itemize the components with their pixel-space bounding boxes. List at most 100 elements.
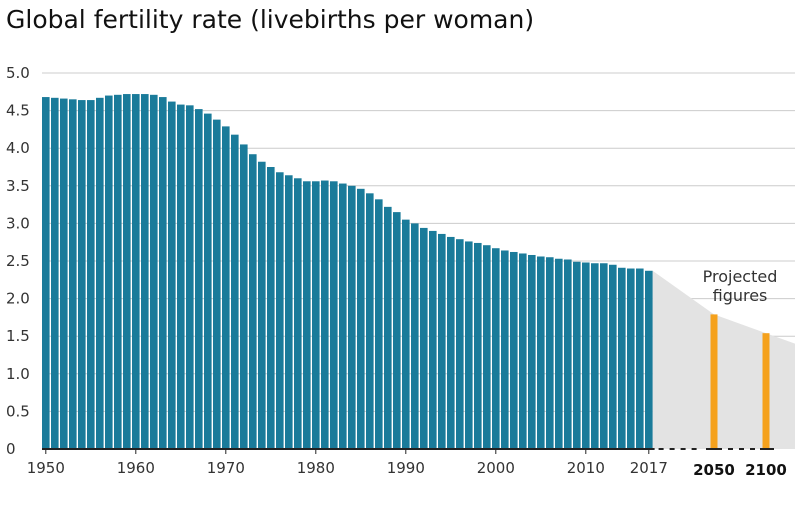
bar-2005 bbox=[537, 256, 545, 449]
bar-2002 bbox=[510, 251, 518, 449]
bar-1989 bbox=[393, 212, 401, 449]
bar-2007 bbox=[555, 258, 563, 449]
bar-2013 bbox=[609, 264, 617, 449]
bar-1963 bbox=[159, 97, 167, 450]
bar-1968 bbox=[204, 113, 212, 449]
bar-1982 bbox=[330, 181, 338, 449]
bar-1974 bbox=[258, 161, 266, 449]
bar-2014 bbox=[618, 267, 626, 449]
y-tick-label: 3.0 bbox=[6, 214, 30, 232]
bar-1964 bbox=[168, 101, 176, 450]
bar-2008 bbox=[564, 259, 572, 449]
bar-1967 bbox=[195, 109, 203, 449]
bar-1975 bbox=[267, 167, 275, 449]
bar-1955 bbox=[87, 100, 95, 450]
bar-1993 bbox=[429, 230, 437, 449]
bar-2003 bbox=[519, 253, 527, 449]
bar-1972 bbox=[240, 144, 248, 449]
x-tick-label: 2010 bbox=[567, 459, 605, 477]
bar-1979 bbox=[303, 181, 311, 449]
bar-2015 bbox=[627, 268, 635, 449]
y-tick-label: 4.5 bbox=[6, 102, 30, 120]
bar-1954 bbox=[78, 100, 86, 450]
projected-bar-2050 bbox=[710, 314, 718, 449]
bar-1958 bbox=[114, 94, 122, 450]
bar-2006 bbox=[546, 257, 554, 449]
bar-1983 bbox=[339, 183, 347, 449]
bar-1980 bbox=[312, 181, 320, 449]
x-axis-ticks: 1950 1960 1970 1980 1990 2000 2010 2017 2050 2100 bbox=[27, 449, 787, 479]
bar-1988 bbox=[384, 206, 392, 449]
bar-1999 bbox=[483, 245, 491, 449]
bar-1990 bbox=[402, 219, 410, 449]
bar-1994 bbox=[438, 233, 446, 449]
bar-1952 bbox=[60, 98, 68, 450]
projection-label-line: Projected bbox=[703, 267, 778, 286]
bar-1987 bbox=[375, 199, 383, 449]
bar-2016 bbox=[636, 268, 644, 449]
x-tick-label: 1980 bbox=[297, 459, 335, 477]
projection-band bbox=[652, 270, 795, 449]
projected-bars bbox=[710, 314, 770, 449]
bar-2000 bbox=[492, 248, 500, 449]
bar-1985 bbox=[357, 188, 365, 450]
x-tick-label: 1970 bbox=[207, 459, 245, 477]
y-tick-label: 3.5 bbox=[6, 177, 30, 195]
bar-1991 bbox=[411, 223, 419, 449]
bar-1970 bbox=[222, 126, 230, 449]
bar-1971 bbox=[231, 134, 239, 449]
bar-1978 bbox=[294, 178, 302, 449]
bar-1996 bbox=[456, 239, 464, 449]
x-tick-label: 1990 bbox=[387, 459, 425, 477]
bar-1953 bbox=[69, 99, 77, 449]
bar-2017 bbox=[645, 270, 653, 449]
bar-1992 bbox=[420, 227, 428, 449]
bar-2012 bbox=[600, 263, 608, 449]
bar-1960 bbox=[132, 94, 140, 449]
y-tick-label: 0 bbox=[6, 440, 16, 458]
y-tick-label: 1.5 bbox=[6, 327, 30, 345]
bar-1981 bbox=[321, 180, 329, 449]
projected-bar-2100 bbox=[762, 333, 770, 449]
y-tick-label: 2.5 bbox=[6, 252, 30, 270]
bar-1998 bbox=[474, 242, 482, 449]
y-tick-label: 4.0 bbox=[6, 139, 30, 157]
bar-1976 bbox=[276, 172, 284, 449]
bar-1961 bbox=[141, 94, 149, 449]
bar-1965 bbox=[177, 104, 185, 450]
chart-title: Global fertility rate (livebirths per wo… bbox=[6, 5, 534, 34]
bar-2004 bbox=[528, 254, 536, 449]
bar-2011 bbox=[591, 263, 599, 449]
bar-1959 bbox=[123, 94, 131, 449]
projected-year-label: 2050 bbox=[693, 461, 735, 479]
y-axis-ticks: 5.0 4.5 4.0 3.5 3.0 2.5 2.0 1.5 1.0 0.5 0 bbox=[6, 64, 30, 458]
bar-1984 bbox=[348, 185, 356, 450]
x-tick-label: 2017 bbox=[630, 459, 668, 477]
bar-2010 bbox=[582, 262, 590, 449]
x-tick-label: 2000 bbox=[477, 459, 515, 477]
y-tick-label: 0.5 bbox=[6, 402, 30, 420]
historical-bars bbox=[42, 94, 653, 450]
projection-label-line: figures bbox=[713, 286, 768, 305]
bar-1950 bbox=[42, 97, 50, 450]
bar-1995 bbox=[447, 236, 455, 449]
bar-1977 bbox=[285, 175, 293, 449]
bar-1962 bbox=[150, 94, 158, 450]
bar-2009 bbox=[573, 261, 581, 449]
x-tick-label: 1960 bbox=[117, 459, 155, 477]
bar-1957 bbox=[105, 95, 113, 449]
y-tick-label: 5.0 bbox=[6, 64, 30, 82]
bar-1951 bbox=[51, 97, 59, 449]
y-tick-label: 2.0 bbox=[6, 290, 30, 308]
bar-2001 bbox=[501, 250, 509, 449]
bar-1973 bbox=[249, 154, 257, 449]
bar-1969 bbox=[213, 119, 221, 450]
bar-1966 bbox=[186, 105, 194, 449]
y-tick-label: 1.0 bbox=[6, 365, 30, 383]
bar-1956 bbox=[96, 97, 104, 449]
x-tick-label: 1950 bbox=[27, 459, 65, 477]
bar-1997 bbox=[465, 241, 473, 449]
bar-1986 bbox=[366, 193, 374, 449]
